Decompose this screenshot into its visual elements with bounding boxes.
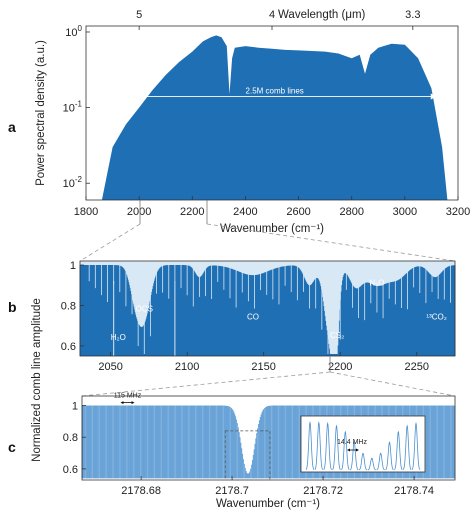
- x-axis-ticks-b: 2050 2100 2150 2200 2250: [98, 352, 429, 373]
- x-tick-label-b-2050: 2050: [98, 361, 122, 373]
- plot-frame-b: [79, 260, 456, 357]
- power-spectrum-area: [86, 35, 458, 201]
- plot-frame-a: [85, 25, 459, 201]
- x-axis-label-c: Wavenumber (cm⁻¹): [216, 498, 320, 510]
- inset-linewidth-label: 14.4 MHz: [337, 439, 367, 446]
- label-cs2: CS₂: [330, 331, 344, 340]
- panel-label-b: b: [8, 299, 17, 315]
- x-tick-label-b-2150: 2150: [251, 361, 275, 373]
- comb-spacing-label: 115 MHz: [114, 393, 142, 400]
- comb-spacing-marker: [120, 401, 135, 405]
- y-tick-label-b-1: 1: [70, 260, 76, 272]
- y-tick-label-c-0.8: 0.8: [63, 432, 78, 444]
- panel-label-c: c: [8, 439, 16, 455]
- label-ocs: OCS: [136, 305, 153, 314]
- x-tick-label-a-1800: 1800: [74, 206, 98, 218]
- inset-linewidth-arrow: [347, 448, 359, 452]
- x-axis-label-a: Wavenumber (cm⁻¹): [220, 223, 324, 235]
- dip-highlight-box: [224, 430, 271, 481]
- x-tick-label-a-2000: 2000: [127, 206, 151, 218]
- panel-label-a: a: [8, 119, 16, 135]
- x-tick-label-c-2178.7: 2178.7: [215, 485, 249, 497]
- y-tick-label-b-0.6: 0.6: [61, 341, 76, 353]
- x-tick-label-a-3200: 3200: [446, 206, 470, 218]
- top-tick-label-5: 5: [136, 9, 142, 21]
- arrow-head-left: [112, 93, 119, 100]
- y-axis-label-a: Power spectral density (a.u.): [35, 40, 47, 186]
- y-tick-label-a--1: 10-1: [63, 100, 83, 115]
- plot-area-a: [86, 35, 458, 201]
- x-tick-label-a-2400: 2400: [233, 206, 257, 218]
- comb-lines-annotation: 2.5M comb lines: [246, 87, 304, 96]
- inset-mode-profiles: [305, 421, 421, 471]
- absorption-lines-b: [88, 265, 451, 354]
- y-axis-ticks-c: 0.6 0.8 1: [63, 401, 86, 476]
- x-tick-label-c-2178.72: 2178.72: [303, 485, 343, 497]
- molecule-labels: H₂O OCS CO N₂O CS₂ ¹³CO₂: [111, 278, 447, 342]
- top-tick-label-3.3: 3.3: [405, 9, 420, 21]
- zoom-line-right-ab: [206, 223, 456, 262]
- x-axis-ticks-c: 2178.68 2178.7 2178.72 2178.74: [121, 476, 434, 497]
- y-axis-ticks-a: 10-2 10-1 100: [63, 24, 90, 190]
- label-h2o: H₂O: [111, 333, 126, 342]
- y-tick-label-b-0.8: 0.8: [61, 300, 76, 312]
- label-13co2: ¹³CO₂: [426, 313, 446, 322]
- spacing-arrow-right: [131, 401, 135, 405]
- y-tick-label-a-0: 100: [65, 24, 82, 39]
- y-axis-ticks-b: 0.6 0.8 1: [61, 260, 84, 353]
- x-tick-label-b-2100: 2100: [175, 361, 199, 373]
- zoom-line-right-bc: [329, 371, 456, 397]
- top-axis-label: Wavelength (μm): [278, 9, 366, 21]
- x-tick-label-a-2200: 2200: [180, 206, 204, 218]
- x-tick-label-b-2250: 2250: [404, 361, 428, 373]
- label-n2o: N₂O: [369, 278, 384, 287]
- x-tick-label-c-2178.74: 2178.74: [394, 485, 434, 497]
- comb-lines-arrow: [112, 93, 437, 100]
- y-axis-label-shared: Normalized comb line amplitude: [31, 298, 43, 462]
- x-tick-label-b-2200: 2200: [328, 361, 352, 373]
- inset-comb-lines: [305, 421, 421, 471]
- arrow-head-right: [430, 93, 437, 100]
- x-tick-label-a-2600: 2600: [286, 206, 310, 218]
- x-axis-ticks-a: 1800 2000 2200 2400 2600 2800 3000 3200: [74, 196, 470, 218]
- label-co: CO: [247, 313, 259, 322]
- top-tick-label-4: 4: [269, 9, 275, 21]
- x-tick-label-a-3000: 3000: [393, 206, 417, 218]
- x-tick-label-a-2800: 2800: [339, 206, 363, 218]
- y-tick-label-c-1: 1: [72, 401, 78, 413]
- top-wavelength-axis: 5 4 3.3: [136, 9, 420, 30]
- x-tick-label-c-2178.68: 2178.68: [121, 485, 161, 497]
- y-tick-label-a--2: 10-2: [63, 175, 83, 190]
- zoom-line-left-ab: [79, 223, 141, 262]
- spacing-arrow-left: [120, 401, 124, 405]
- y-tick-label-c-0.6: 0.6: [63, 464, 78, 476]
